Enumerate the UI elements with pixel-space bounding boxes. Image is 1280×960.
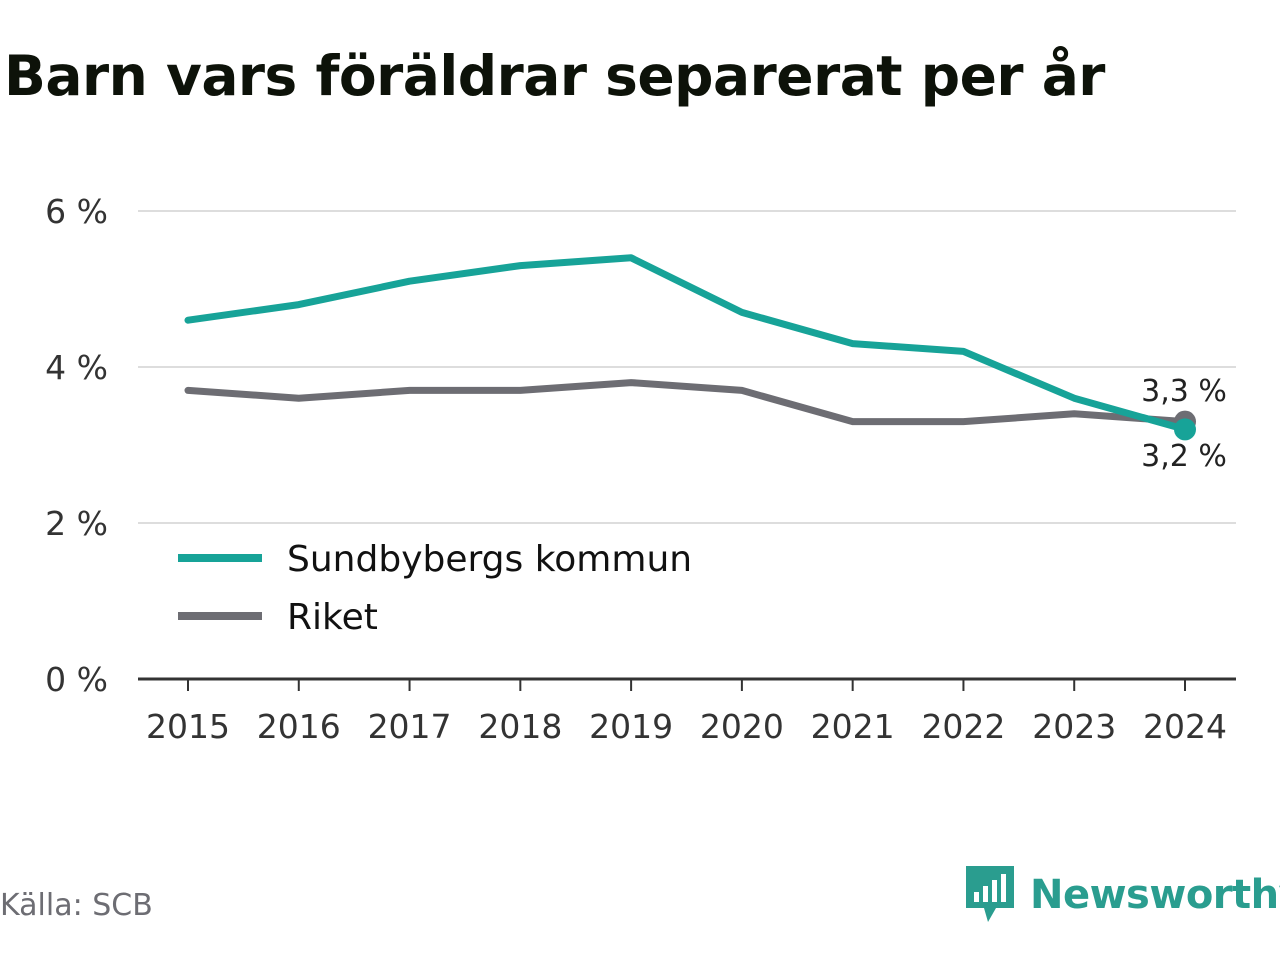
brand-name: Newsworthy <box>1030 872 1280 918</box>
x-tick-label: 2023 <box>1032 707 1116 746</box>
x-tick-label: 2022 <box>921 707 1005 746</box>
brand-logo: Newsworthy <box>964 864 1280 926</box>
end-point-sundbyberg <box>1174 418 1196 441</box>
series-line-sundbyberg <box>184 254 1189 433</box>
legend: Sundbybergs kommun Riket <box>178 539 692 638</box>
legend-label: Sundbybergs kommun <box>287 539 692 580</box>
y-tick-label: 6 % <box>45 192 108 231</box>
x-tick-label: 2020 <box>700 707 784 746</box>
x-tick-label: 2024 <box>1143 707 1227 746</box>
legend-label: Riket <box>287 597 378 638</box>
end-label-riket: 3,3 % <box>1141 374 1227 409</box>
y-axis-tick-labels: 0 % 2 % 4 % 6 % <box>45 192 108 699</box>
series-line-riket <box>184 379 1189 426</box>
y-tick-label: 4 % <box>45 348 108 387</box>
x-tick-label: 2016 <box>257 707 341 746</box>
x-tick-label: 2021 <box>811 707 895 746</box>
x-axis-tick-labels: 2015 2016 2017 2018 2019 2020 2021 2022 2023 2024 <box>146 707 1227 746</box>
source-note: Källa: SCB <box>0 888 153 923</box>
end-labels: 3,3 % 3,2 % <box>1141 374 1227 474</box>
x-tick-label: 2017 <box>368 707 452 746</box>
grid-lines <box>138 210 1236 524</box>
y-tick-label: 0 % <box>45 660 108 699</box>
x-tick-label: 2018 <box>478 707 562 746</box>
x-tick-label: 2019 <box>589 707 673 746</box>
series-lines <box>184 254 1196 441</box>
chart-title: Barn vars föräldrar separerat per år <box>4 44 1105 108</box>
y-tick-label: 2 % <box>45 504 108 543</box>
x-tick-label: 2015 <box>146 707 230 746</box>
newsworthy-logo-icon <box>966 866 1014 922</box>
x-axis <box>138 677 1236 691</box>
end-label-sundbyberg: 3,2 % <box>1141 439 1227 474</box>
